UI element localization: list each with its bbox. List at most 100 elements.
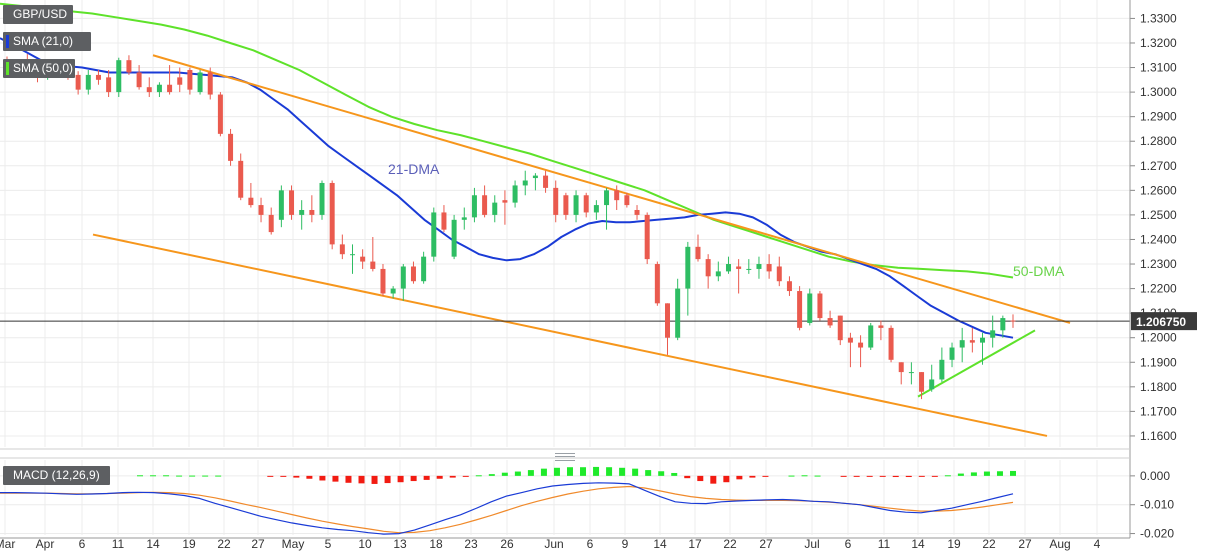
macd-histogram-bar — [163, 475, 170, 477]
macd-histogram-bar — [358, 475, 365, 484]
macd-histogram-bar — [619, 467, 626, 476]
candle-body — [614, 190, 620, 201]
candle-body — [807, 293, 813, 323]
macd-histogram-bar — [723, 475, 730, 483]
macd-histogram-bar — [697, 475, 704, 482]
candle-body — [502, 200, 508, 203]
candle-body — [725, 264, 731, 272]
macd-histogram-bar — [527, 470, 534, 476]
candle-body — [471, 195, 477, 218]
y-tick-label: 1.2900 — [1140, 110, 1177, 124]
candle-body — [410, 266, 416, 282]
candle-body — [543, 175, 549, 188]
candle-body — [390, 288, 396, 294]
macd-histogram-bar — [736, 475, 743, 480]
y-tick-label: 0.000 — [1140, 469, 1170, 483]
candle-body — [959, 340, 965, 348]
candle-body — [106, 77, 112, 93]
y-tick-label: 1.1700 — [1140, 404, 1177, 418]
macd-histogram-bar — [449, 475, 456, 478]
candle-body — [766, 264, 772, 272]
candle-body — [786, 281, 792, 292]
x-tick-label: Mar — [0, 537, 15, 551]
candle-body — [421, 256, 427, 282]
candle-body — [146, 87, 152, 93]
candle-body — [685, 246, 691, 289]
candle-body — [654, 264, 660, 304]
candle-body — [817, 293, 823, 319]
symbol-label: GBP/USD — [3, 5, 74, 24]
macd-histogram-bar — [931, 475, 938, 477]
macd-histogram-bar — [137, 475, 143, 477]
x-tick-label: 5 — [325, 537, 332, 551]
candle-body — [512, 185, 518, 203]
macd-legend[interactable]: MACD (12,26,9) — [3, 466, 110, 485]
last-price-tag — [1131, 312, 1197, 331]
x-tick-label: May — [282, 537, 305, 551]
x-tick-label: 17 — [688, 537, 702, 551]
y-tick-label: 1.2400 — [1140, 232, 1177, 246]
sma21-legend[interactable]: SMA (21,0) — [3, 32, 91, 51]
candle-body — [441, 212, 447, 230]
macd-histogram-bar — [566, 467, 573, 476]
candle-body — [715, 271, 721, 277]
macd-legend-text: MACD (12,26,9) — [13, 468, 100, 482]
candle-body — [85, 74, 91, 90]
candle-body — [847, 337, 853, 343]
candle-body — [167, 84, 173, 93]
lower-channel-trendline — [92, 233, 1048, 437]
sma50-annotation: 50-DMA — [1013, 263, 1065, 279]
y-tick-label: 1.1800 — [1140, 380, 1177, 394]
candle-body — [888, 327, 894, 360]
candle-body — [1000, 318, 1006, 331]
macd-histogram-bar — [202, 475, 209, 477]
sma50-swatch — [6, 62, 9, 75]
macd-histogram-bar — [475, 475, 482, 477]
upper-channel-trendline — [152, 54, 1071, 324]
y-tick-label: -0.010 — [1140, 498, 1174, 512]
pane-resize-handle[interactable] — [555, 453, 575, 461]
sma21-swatch — [6, 35, 9, 48]
x-tick-label: Aug — [1049, 537, 1070, 551]
macd-histogram-bar — [853, 475, 860, 477]
candle-body — [349, 254, 355, 256]
candle-body — [299, 209, 305, 215]
candle-body — [746, 268, 752, 270]
x-tick-label: 22 — [217, 537, 231, 551]
macd-histogram-bar — [397, 475, 404, 483]
macd-histogram-bar — [814, 475, 821, 477]
candle-body — [522, 180, 528, 186]
candle-body — [116, 60, 122, 93]
x-tick-label: 22 — [723, 537, 737, 551]
macd-histogram-bar — [580, 467, 587, 476]
candle-body — [553, 187, 559, 215]
candle-body — [319, 182, 325, 215]
candle-body — [258, 205, 264, 215]
x-tick-label: Jun — [544, 537, 563, 551]
y-tick-label: 1.3000 — [1140, 85, 1177, 99]
macd-histogram-bar — [918, 475, 925, 477]
candle-body — [136, 72, 142, 88]
x-tick-label: 6 — [845, 537, 852, 551]
x-tick-label: 4 — [1094, 537, 1101, 551]
x-tick-label: 26 — [500, 537, 514, 551]
x-tick-label: 10 — [358, 537, 372, 551]
x-tick-label: 19 — [182, 537, 196, 551]
macd-histogram-bar — [879, 475, 886, 477]
macd-histogram-bar — [632, 468, 639, 476]
sma50-legend-text: SMA (50,0) — [13, 61, 74, 75]
candle-body — [197, 72, 203, 93]
macd-histogram-bar — [319, 475, 326, 481]
macd-line — [0, 482, 1014, 535]
x-tick-label: 11 — [112, 537, 125, 551]
candle-body — [75, 74, 81, 90]
candlestick-series — [4, 54, 1016, 400]
candle-body — [644, 214, 650, 260]
macd-histogram-bar — [866, 475, 873, 477]
x-tick-label: 14 — [146, 537, 160, 551]
sma50-legend[interactable]: SMA (50,0) — [3, 59, 75, 78]
macd-histogram-bar — [488, 474, 495, 476]
candle-body — [665, 303, 671, 338]
overlay-lines — [0, 2, 1130, 437]
y-tick-label: 1.2300 — [1140, 257, 1177, 271]
